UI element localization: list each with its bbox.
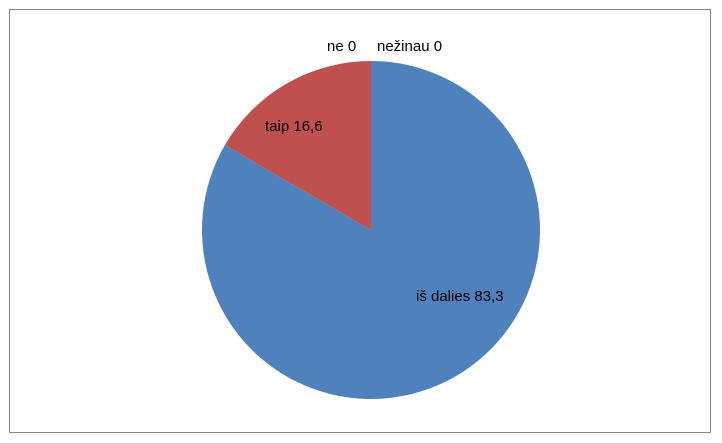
- data-labels: iš dalies 83,3 taip 16,6 ne 0 nežinau 0: [265, 38, 504, 305]
- data-label-nezinau: nežinau 0: [377, 38, 442, 55]
- pie-slice-is-dalies: [202, 61, 540, 399]
- data-label-is-dalies: iš dalies 83,3: [416, 288, 504, 305]
- pie-slice-taip: [224, 61, 371, 230]
- data-label-ne: ne 0: [327, 38, 356, 55]
- data-label-taip: taip 16,6: [265, 118, 323, 135]
- pie-slices: [202, 61, 540, 399]
